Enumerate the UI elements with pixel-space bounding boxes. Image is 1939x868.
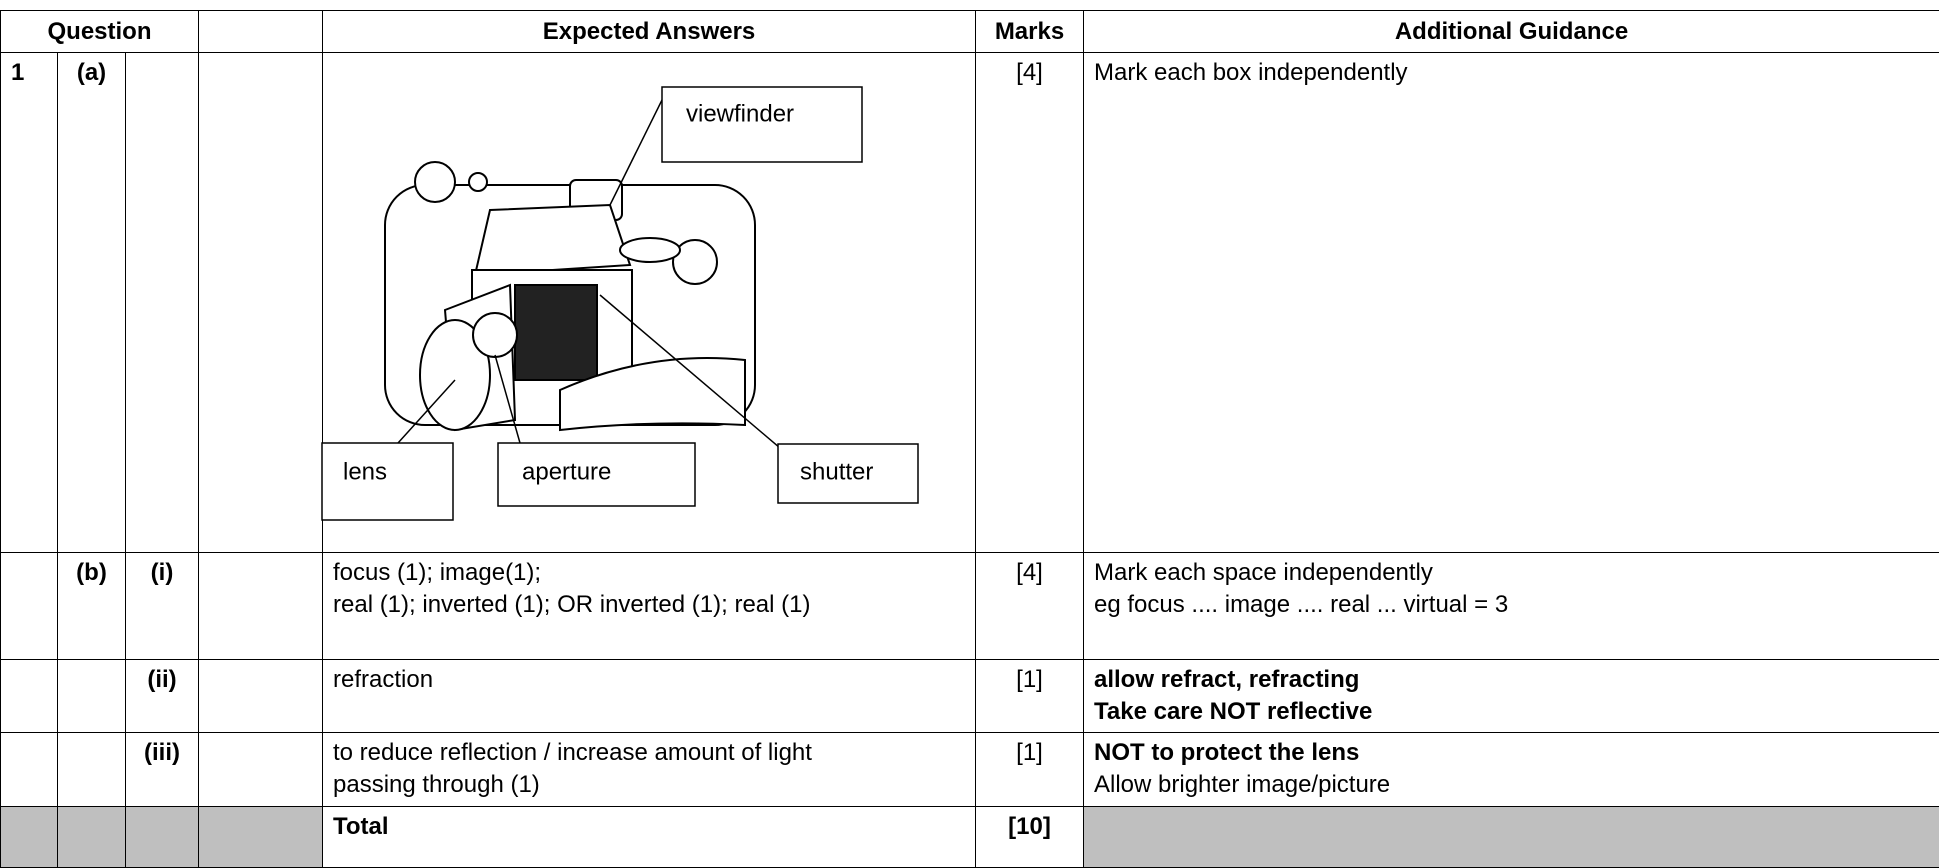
- part: (a): [58, 53, 126, 553]
- total-row: Total [10]: [1, 807, 1939, 868]
- marks: [1]: [976, 660, 1084, 733]
- header-cell: Question: [1, 11, 199, 53]
- answer-line: real (1); inverted (1); OR inverted (1);…: [333, 589, 965, 621]
- cell: [1, 733, 58, 807]
- marks: [1]: [976, 733, 1084, 807]
- answer: refraction: [323, 660, 976, 733]
- total-marks: [10]: [976, 807, 1084, 868]
- guidance-line: allow refract, refracting: [1094, 664, 1929, 696]
- header-cell: [199, 11, 323, 53]
- guidance-line: eg focus .... image .... real ... virtua…: [1094, 589, 1929, 621]
- cell: [58, 660, 126, 733]
- mark-scheme-table: Question Expected Answers Marks Addition…: [0, 10, 1939, 868]
- header-cell: Marks: [976, 11, 1084, 53]
- part: (b): [58, 553, 126, 660]
- marks: [4]: [976, 53, 1084, 553]
- answer-line: refraction: [333, 664, 965, 696]
- guidance-line: NOT to protect the lens: [1094, 737, 1929, 769]
- cell: [199, 553, 323, 660]
- answer: to reduce reflection / increase amount o…: [323, 733, 976, 807]
- marks: [4]: [976, 553, 1084, 660]
- diagram-cell: [323, 53, 976, 553]
- guidance-line: Take care NOT reflective: [1094, 696, 1929, 728]
- answer-line: passing through (1): [333, 769, 965, 801]
- cell: [199, 733, 323, 807]
- row: (iii) to reduce reflection / increase am…: [1, 733, 1939, 807]
- question-number: 1: [1, 53, 58, 553]
- cell: [1, 553, 58, 660]
- subpart: (i): [126, 553, 199, 660]
- cell: [58, 733, 126, 807]
- guidance-line: Allow brighter image/picture: [1094, 769, 1929, 801]
- cell: [199, 660, 323, 733]
- answer-line: to reduce reflection / increase amount o…: [333, 737, 965, 769]
- cell: [199, 53, 323, 553]
- guidance: Mark each box independently: [1084, 53, 1939, 553]
- row: (ii) refraction [1] allow refract, refra…: [1, 660, 1939, 733]
- total-label: Total: [323, 807, 976, 868]
- row: 1 (a) [4] Mark each box independently: [1, 53, 1939, 553]
- answer: focus (1); image(1);real (1); inverted (…: [323, 553, 976, 660]
- header-cell: Additional Guidance: [1084, 11, 1939, 53]
- guidance-line: Mark each box independently: [1094, 57, 1929, 89]
- header-row: Question Expected Answers Marks Addition…: [1, 11, 1939, 53]
- cell: [1, 807, 58, 868]
- cell: [58, 807, 126, 868]
- cell: [1, 660, 58, 733]
- cell: [199, 807, 323, 868]
- subpart: (ii): [126, 660, 199, 733]
- header-cell: Expected Answers: [323, 11, 976, 53]
- cell: [126, 807, 199, 868]
- guidance-line: Mark each space independently: [1094, 557, 1929, 589]
- answer-line: focus (1); image(1);: [333, 557, 965, 589]
- row: (b) (i) focus (1); image(1);real (1); in…: [1, 553, 1939, 660]
- subpart: (iii): [126, 733, 199, 807]
- cell: [1084, 807, 1939, 868]
- cell: [126, 53, 199, 553]
